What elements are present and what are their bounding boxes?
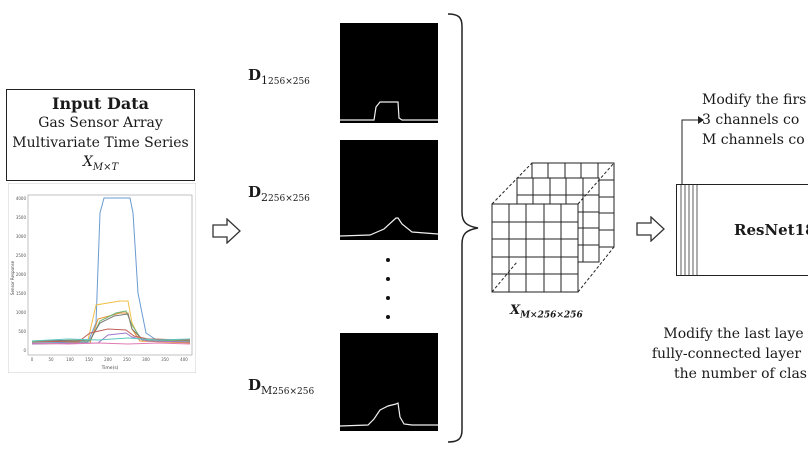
y-tick: 2500: [16, 253, 27, 258]
y-tick: 4000: [16, 196, 27, 201]
x-tick: 50: [48, 357, 54, 362]
input-data-box: Input Data Gas Sensor Array Multivariate…: [6, 89, 195, 181]
y-tick: 3500: [16, 215, 27, 220]
y-axis-label: Sensor Response: [10, 260, 15, 295]
x-axis-label: Time(s): [101, 365, 119, 371]
first-layer-stripes: [680, 185, 698, 275]
sensor-time-series-plot: Sensor Response Time(s) 4000 3500 3000 2…: [8, 183, 196, 373]
x-tick: 0: [31, 357, 34, 362]
input-variable: XM×T: [82, 154, 119, 173]
sensor-curve: [31, 337, 191, 342]
image-label-dm: DM256×256: [248, 376, 315, 397]
input-line-2: Multivariate Time Series: [12, 135, 189, 151]
first-layer-note-line: Modify the firs: [702, 92, 807, 108]
image-label-d1: D1256×256: [248, 66, 310, 87]
sensor-curve: [31, 328, 191, 343]
last-layer-note-line: Modify the last laye: [663, 326, 804, 342]
x-tick: 350: [161, 357, 169, 362]
last-layer-note-line: fully-connected layer: [651, 346, 802, 362]
image-thumbnail-dm: [340, 333, 438, 431]
x-tick: 100: [66, 357, 74, 362]
y-tick: 0: [23, 348, 26, 353]
curly-brace: [447, 13, 479, 443]
y-tick: 500: [18, 329, 26, 334]
last-layer-note: Modify the last laye fully-connected lay…: [652, 324, 807, 384]
ellipsis-dot: [386, 315, 390, 319]
sensor-curve: [31, 342, 191, 345]
sensor-curve: [31, 197, 191, 344]
resnet18-label: ResNet18: [734, 221, 808, 239]
ellipsis-dot: [386, 258, 390, 262]
y-tick: 3000: [16, 234, 27, 239]
first-layer-note-line: M channels co: [702, 132, 805, 148]
stacked-tensor-cube: [491, 162, 615, 293]
image-label-d2: D2256×256: [248, 183, 310, 204]
input-title: Input Data: [52, 94, 149, 113]
input-line-1: Gas Sensor Array: [38, 115, 163, 131]
last-layer-note-line: the number of clas: [674, 366, 807, 382]
x-tick: 300: [142, 357, 150, 362]
resnet18-block: ResNet18: [676, 184, 808, 276]
x-tick: 400: [180, 357, 188, 362]
tensor-layer-front: [491, 203, 579, 293]
first-layer-note: Modify the firs 3 channels co M channels…: [702, 90, 806, 150]
right-arrow-icon: [212, 218, 241, 244]
image-thumbnail-d2: [340, 140, 438, 240]
ellipsis-dot: [386, 296, 390, 300]
x-tick: 200: [104, 357, 112, 362]
image-thumbnail-d1: [340, 23, 438, 123]
tensor-label: XM×256×256: [510, 303, 583, 321]
y-tick: 1000: [16, 310, 27, 315]
y-tick: 1500: [16, 291, 27, 296]
y-tick: 2000: [16, 272, 27, 277]
plot-axes: [27, 194, 193, 356]
x-tick: 150: [85, 357, 93, 362]
first-layer-note-line: 3 channels co: [702, 112, 800, 128]
x-tick: 250: [123, 357, 131, 362]
right-arrow-icon: [636, 216, 665, 242]
note-pointer-arrow: [681, 116, 704, 184]
ellipsis-dot: [386, 277, 390, 281]
